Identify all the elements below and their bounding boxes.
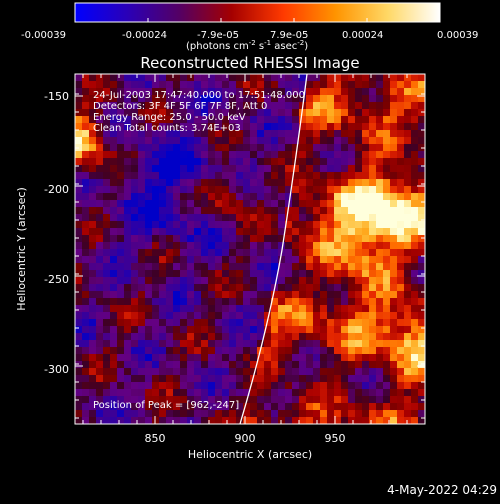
axis-ticks <box>75 74 426 424</box>
colorbar <box>74 2 441 23</box>
colorbar-tick-label-6: 0.00039 <box>437 30 478 41</box>
colorbar-tick-label-2: -0.00024 <box>122 30 167 41</box>
detectors-text: Detectors: 3F 4F 5F 6F 7F 8F, Att 0 <box>93 101 267 112</box>
colorbar-tick-label-4: 7.9e-05 <box>270 30 308 41</box>
x-tick-label-900: 900 <box>235 432 256 445</box>
colorbar-tick-label-1: -0.00039 <box>21 30 66 41</box>
colorbar-ticks <box>74 18 441 22</box>
peak-position-text: Position of Peak = [962,-247] <box>93 400 239 411</box>
colorbar-unit-label: (photons cm-2 s-1 asec-2) <box>186 39 308 52</box>
y-tick-label-150: -150 <box>44 90 69 103</box>
y-tick-label-300: -300 <box>44 363 69 376</box>
total-counts-text: Clean Total counts: 3.74E+03 <box>93 123 241 134</box>
y-tick-label-250: -250 <box>44 273 69 286</box>
plot-title: Reconstructed RHESSI Image <box>140 54 359 72</box>
y-tick-label-200: -200 <box>44 183 69 196</box>
y-axis-label: Heliocentric Y (arcsec) <box>15 187 28 311</box>
x-axis-label: Heliocentric X (arcsec) <box>188 448 312 461</box>
footer-date: 4-May-2022 04:29 <box>387 483 497 497</box>
rhessi-image <box>75 74 425 424</box>
x-tick-label-850: 850 <box>145 432 166 445</box>
x-tick-label-950: 950 <box>325 432 346 445</box>
time-range-text: 24-Jul-2003 17:47:40.000 to 17:51:48.000 <box>93 90 305 101</box>
plot-frame <box>74 73 426 425</box>
colorbar-tick-label-3: -7.9e-05 <box>197 30 239 41</box>
solar-limb-line <box>239 74 308 424</box>
colorbar-tick-label-5: 0.00024 <box>342 30 383 41</box>
energy-range-text: Energy Range: 25.0 - 50.0 keV <box>93 112 246 123</box>
